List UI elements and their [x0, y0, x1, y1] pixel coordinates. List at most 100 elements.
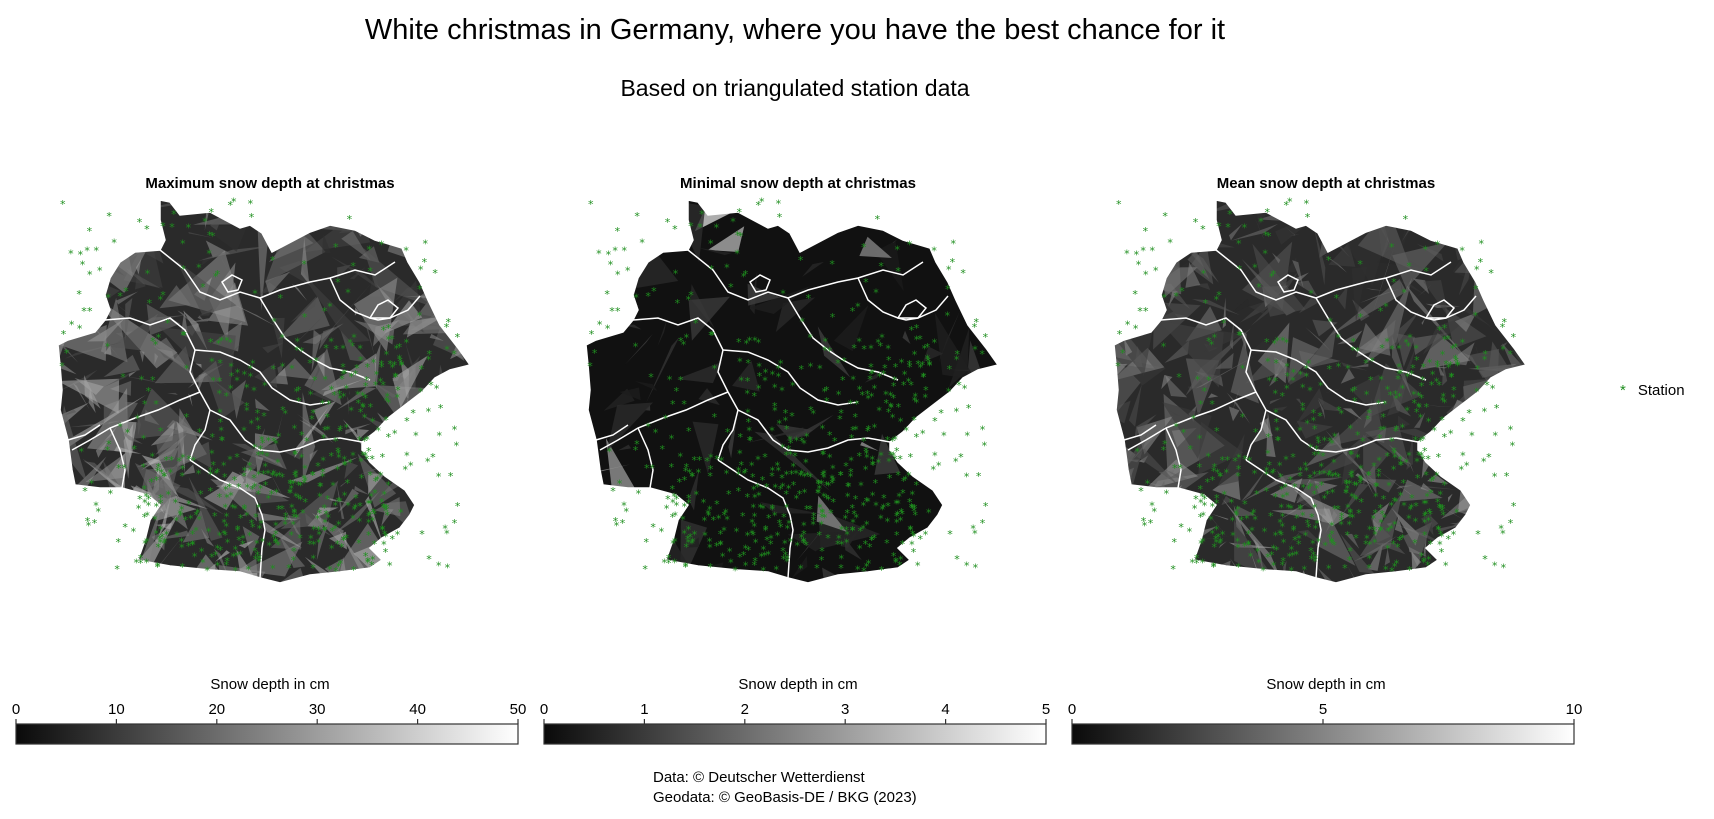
station-marker: *: [735, 229, 741, 242]
station-marker: *: [888, 389, 894, 402]
station-marker: *: [347, 336, 353, 349]
station-marker: *: [223, 483, 229, 496]
station-marker: *: [408, 459, 414, 472]
station-marker: *: [908, 451, 914, 464]
station-marker: *: [907, 496, 913, 509]
station-marker: *: [1372, 524, 1378, 537]
station-marker: *: [1389, 241, 1395, 254]
station-marker: *: [868, 343, 874, 356]
station-marker: *: [210, 374, 216, 387]
station-marker: *: [1373, 491, 1379, 504]
station-marker: *: [1428, 487, 1434, 500]
station-marker: *: [746, 416, 752, 429]
station-marker: *: [208, 464, 214, 477]
station-marker: *: [364, 374, 370, 387]
station-marker: *: [801, 537, 807, 550]
station-marker: *: [1273, 375, 1279, 388]
station-marker: *: [769, 470, 775, 483]
station-marker: *: [692, 454, 698, 467]
station-marker: *: [1445, 533, 1451, 546]
station-marker: *: [247, 464, 253, 477]
station-marker: *: [1393, 388, 1399, 401]
station-marker: *: [247, 530, 253, 543]
station-marker: *: [430, 451, 436, 464]
station-marker: *: [146, 493, 152, 506]
station-marker: *: [219, 434, 225, 447]
station-marker: *: [954, 353, 960, 366]
station-marker: *: [395, 391, 401, 404]
station-marker: *: [92, 517, 98, 530]
station-marker: *: [958, 451, 964, 464]
station-marker: *: [829, 472, 835, 485]
station-marker: *: [61, 328, 67, 341]
station-marker: *: [932, 450, 938, 463]
station-marker: *: [609, 305, 615, 318]
station-marker: *: [786, 517, 792, 530]
station-marker: *: [912, 390, 918, 403]
station-marker: *: [1143, 305, 1149, 318]
geodata-credit: Geodata: © GeoBasis-DE / BKG (2023): [653, 789, 917, 806]
station-marker: *: [1401, 499, 1407, 512]
station-marker: *: [827, 429, 833, 442]
station-marker: *: [648, 371, 654, 384]
station-marker: *: [286, 562, 292, 575]
station-marker: *: [1454, 507, 1460, 520]
station-marker: *: [1394, 423, 1400, 436]
station-marker: *: [722, 509, 728, 522]
station-marker: *: [1352, 395, 1358, 408]
station-marker: *: [1329, 438, 1335, 451]
station-marker: *: [879, 564, 885, 577]
station-marker: *: [674, 500, 680, 513]
station-marker: *: [1167, 236, 1173, 249]
station-marker: *: [176, 455, 182, 468]
stations: ****************************************…: [587, 196, 989, 578]
station-marker: *: [815, 487, 821, 500]
station-marker: *: [1423, 244, 1429, 257]
station-marker: *: [863, 445, 869, 458]
station-marker: *: [332, 522, 338, 535]
station-marker: *: [610, 485, 616, 498]
station-marker: *: [1398, 459, 1404, 472]
station-marker: *: [1329, 520, 1335, 533]
station-marker: *: [333, 241, 339, 254]
station-marker: *: [180, 451, 186, 464]
station-marker: *: [747, 334, 753, 347]
station-marker: *: [886, 406, 892, 419]
station-marker: *: [1397, 534, 1403, 547]
station-marker: *: [158, 497, 164, 510]
station-marker: *: [686, 425, 692, 438]
station-marker: *: [1161, 340, 1167, 353]
station-marker: *: [737, 206, 743, 219]
station-marker: *: [291, 506, 297, 519]
station-marker: *: [380, 451, 386, 464]
station-marker: *: [682, 527, 688, 540]
station-marker: *: [1332, 430, 1338, 443]
station-marker: *: [310, 407, 316, 420]
station-marker: *: [1188, 443, 1194, 456]
station-marker: *: [164, 454, 170, 467]
station-marker: *: [915, 560, 921, 573]
station-marker: *: [1383, 563, 1389, 576]
station-marker: *: [902, 474, 908, 487]
station-marker: *: [719, 454, 725, 467]
station-marker: *: [811, 514, 817, 527]
station-marker: *: [1437, 538, 1443, 551]
station-marker: *: [1214, 497, 1220, 510]
station-marker: *: [885, 343, 891, 356]
station-marker: *: [810, 407, 816, 420]
station-marker: *: [1214, 523, 1220, 536]
station-marker: *: [678, 335, 684, 348]
station-marker: *: [161, 470, 167, 483]
station-marker: *: [371, 508, 377, 521]
station-marker: *: [1264, 464, 1270, 477]
station-marker: *: [1271, 560, 1277, 573]
station-marker: *: [1256, 281, 1262, 294]
station-marker: *: [1280, 559, 1286, 572]
station-marker: *: [1403, 336, 1409, 349]
station-marker: *: [1281, 536, 1287, 549]
station-marker: *: [1331, 457, 1337, 470]
station-marker: *: [1246, 528, 1252, 541]
snow-map-mean: ****************************************…: [1113, 196, 1528, 584]
station-marker: *: [258, 517, 264, 530]
station-marker: *: [157, 533, 163, 546]
